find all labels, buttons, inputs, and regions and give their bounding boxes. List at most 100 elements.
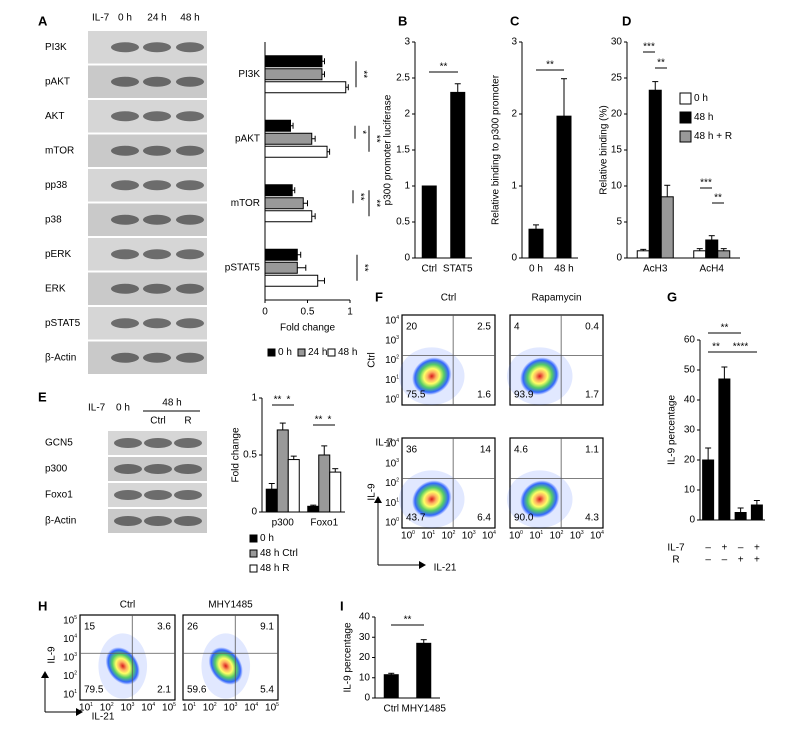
- blot-row-label: p38: [45, 214, 62, 225]
- condition-sign: –: [722, 555, 728, 566]
- panel-label: F: [375, 289, 383, 304]
- axis-label: IL-21: [92, 712, 115, 723]
- legend-swatch: [327, 348, 336, 357]
- quadrant-percent: 43.7: [406, 513, 426, 524]
- tick-exponent: 4: [396, 438, 399, 444]
- bar: [750, 504, 763, 521]
- significance-label: **: [358, 264, 369, 272]
- x-tick-label: 0: [262, 307, 268, 318]
- y-tick-label: 15: [611, 145, 623, 156]
- flow-tick-label: 102: [385, 478, 399, 489]
- bar: [264, 68, 323, 81]
- blot-band: [144, 516, 172, 526]
- flow-tick-label: 105: [265, 702, 279, 713]
- flow-tick-label: 104: [482, 530, 496, 541]
- condition-sign: +: [721, 543, 727, 554]
- tick-exponent: 4: [493, 530, 496, 536]
- flow-tick-label: 104: [63, 634, 77, 645]
- blot-row-label: pAKT: [45, 76, 70, 87]
- y-tick-label: 10: [359, 672, 371, 683]
- blot-band: [143, 249, 171, 260]
- density: [412, 357, 452, 396]
- y-tick-label: 0: [251, 507, 257, 518]
- quadrant-percent: 4.6: [514, 445, 528, 456]
- bar: [264, 248, 298, 261]
- quadrant-percent: 0.4: [585, 322, 599, 333]
- axis-title: Fold change: [280, 323, 335, 334]
- bar: [318, 454, 331, 513]
- blot-band: [174, 516, 202, 526]
- bar: [660, 196, 674, 259]
- x-tick-label: STAT5: [443, 264, 473, 275]
- y-tick-label: 1: [511, 181, 517, 192]
- quadrant-percent: 26: [187, 622, 199, 633]
- density: [208, 647, 243, 685]
- quadrant-percent: 79.5: [84, 685, 104, 696]
- blot-row-label: pERK: [45, 249, 71, 260]
- quadrant-percent: 75.5: [406, 390, 426, 401]
- tick-exponent: 0: [412, 530, 415, 536]
- flow-tick-label: 101: [385, 498, 399, 509]
- y-tick-label: 5: [616, 217, 622, 228]
- y-tick-label: 60: [684, 335, 696, 346]
- flow-plot-frame: [182, 614, 279, 701]
- flow-column-title: MHY1485: [208, 600, 253, 611]
- panel-label: C: [510, 13, 520, 28]
- tick-exponent: 1: [193, 702, 196, 708]
- flow-tick-label: 102: [100, 702, 114, 713]
- bar: [276, 429, 289, 513]
- flow-tick-label: 102: [442, 530, 456, 541]
- blot-header: 24 h: [147, 13, 166, 24]
- flow-row-label: IL-7: [375, 438, 393, 449]
- blot-band: [111, 318, 139, 329]
- legend-label: 48 h Ctrl: [260, 548, 298, 559]
- bar: [636, 250, 650, 259]
- y-tick-label: pAKT: [235, 133, 260, 144]
- condition-sign: +: [738, 555, 744, 566]
- tick-exponent: 3: [74, 652, 77, 658]
- y-tick-label: 2: [511, 109, 517, 120]
- flow-tick-label: 101: [63, 689, 77, 700]
- blot-row-label: pSTAT5: [45, 318, 81, 329]
- condition-label: IL-7: [667, 543, 685, 554]
- quadrant-percent: 6.4: [477, 513, 491, 524]
- flow-column-title: Ctrl: [441, 293, 457, 304]
- condition-label: R: [672, 555, 679, 566]
- axis-title: IL-9 percentage: [343, 622, 354, 692]
- bar: [264, 81, 347, 94]
- significance-label: ****: [733, 342, 749, 353]
- blot-band: [111, 283, 139, 294]
- y-tick-label: 10: [684, 485, 696, 496]
- tick-exponent: 1: [396, 498, 399, 504]
- condition-sign: –: [705, 543, 711, 554]
- bar: [264, 210, 313, 223]
- tick-exponent: 1: [74, 689, 77, 695]
- axis-label: IL-21: [434, 563, 457, 574]
- quadrant-percent: 15: [84, 622, 96, 633]
- x-tick-label: MHY1485: [402, 704, 447, 715]
- flow-tick-label: 103: [224, 702, 238, 713]
- density: [412, 480, 452, 519]
- blot-band: [144, 464, 172, 474]
- bar: [307, 505, 320, 513]
- flow-tick-label: 100: [509, 530, 523, 541]
- tick-exponent: 5: [173, 702, 176, 708]
- blot-band: [174, 464, 202, 474]
- density: [105, 647, 140, 685]
- y-tick-label: 0: [689, 515, 695, 526]
- blot-band: [114, 464, 142, 474]
- blot-header: IL-7: [92, 13, 110, 24]
- blot-row-label: p300: [45, 464, 68, 475]
- y-tick-label: 3: [404, 37, 410, 48]
- legend-swatch: [679, 111, 692, 124]
- y-tick-label: pSTAT5: [225, 262, 261, 273]
- bar: [421, 185, 437, 259]
- y-tick-label: 2: [404, 109, 410, 120]
- x-tick-label: p300: [272, 518, 295, 529]
- flow-tick-label: 103: [570, 530, 584, 541]
- tick-exponent: 4: [601, 530, 604, 536]
- blot-band: [143, 42, 171, 53]
- quadrant-percent: 1.6: [477, 390, 491, 401]
- flow-tick-label: 103: [385, 335, 399, 346]
